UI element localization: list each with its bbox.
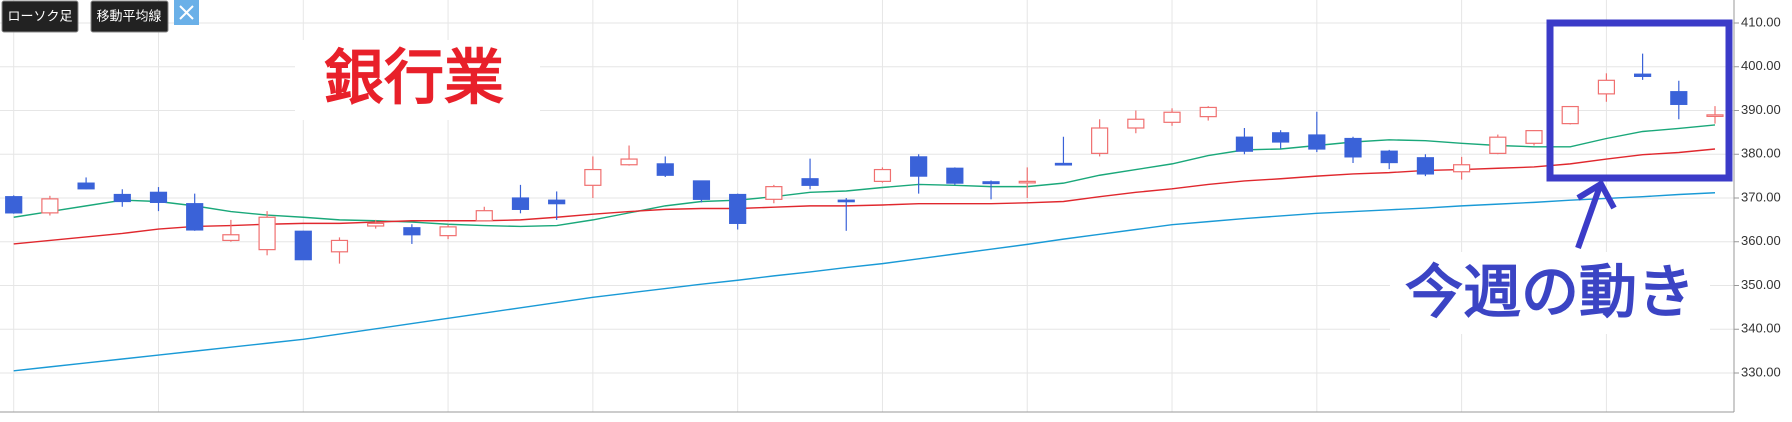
candle-body [294, 230, 312, 261]
y-tick-label: 340.00 [1741, 321, 1781, 336]
annotation: 銀行業 [324, 44, 504, 114]
y-tick-label: 350.00 [1741, 277, 1781, 292]
candle-body [1091, 127, 1109, 154]
y-tick-label: 390.00 [1741, 102, 1781, 117]
candle-body [1489, 136, 1507, 154]
candle-body [982, 181, 1000, 185]
candle-body [5, 196, 23, 214]
candle-body [1127, 118, 1145, 129]
candle-body [620, 158, 638, 166]
candle-body [367, 222, 385, 227]
annotations: 銀行業 今週の動き [295, 19, 1733, 334]
candle-body [1416, 157, 1435, 175]
candle-body [1561, 105, 1579, 125]
y-tick-label: 400.00 [1741, 58, 1781, 73]
candle-body [1344, 137, 1362, 158]
candle-body [910, 156, 928, 177]
button-bg [1, 0, 79, 33]
candle-body [511, 197, 530, 210]
candle-body [77, 182, 95, 190]
candle-body [186, 203, 204, 231]
candle-body [584, 168, 602, 186]
candle-body [729, 193, 747, 224]
plot [5, 53, 1724, 372]
candle-body [330, 239, 349, 253]
y-tick-label: 330.00 [1741, 364, 1781, 379]
arrow-head [1576, 179, 1617, 210]
candle-body [692, 180, 711, 200]
button-bg [90, 0, 169, 33]
arrow-shaft [1575, 184, 1603, 250]
grid: 410.00 400.00 390.00 380.00 370.00 360.00 350.… [0, 0, 1781, 412]
candle-body [656, 163, 674, 176]
candle-body [1670, 91, 1688, 105]
candle-body [41, 198, 59, 214]
candle-body [149, 191, 168, 203]
candle-body [258, 216, 276, 251]
annotation-bg [295, 40, 540, 120]
candle-body [765, 186, 783, 200]
moving-average-line [13, 124, 1716, 228]
candle-body [1525, 130, 1543, 144]
candle-body [801, 178, 819, 186]
annotation: 今週の動き [1405, 258, 1695, 326]
candle-body [439, 226, 457, 237]
y-tick-label: 370.00 [1741, 189, 1781, 204]
candle-body [1272, 132, 1290, 143]
candle-body [1163, 111, 1181, 123]
close-icon [179, 5, 194, 20]
toolbar: ローソク足 移動平均線 [1, 0, 199, 33]
candle-body [1308, 134, 1326, 150]
candle-body [113, 193, 131, 203]
candle-body [1018, 180, 1036, 184]
moving-average-line [13, 192, 1716, 372]
candle-body [1453, 164, 1471, 173]
candle-body [1706, 114, 1724, 117]
candle-body [837, 199, 855, 203]
candle-body [1235, 136, 1254, 152]
y-tick-label: 380.00 [1741, 146, 1781, 161]
candle-body [403, 227, 421, 236]
annotation-bg [1390, 252, 1710, 334]
candle-body [475, 210, 493, 222]
y-tick-label: 410.00 [1741, 14, 1781, 29]
candle-body [1597, 79, 1616, 95]
button[interactable]: ローソク足 [7, 10, 72, 25]
candle-body [873, 168, 892, 182]
candle-body [1054, 162, 1073, 166]
button[interactable]: 移動平均線 [96, 9, 161, 25]
y-tick-label: 360.00 [1741, 233, 1781, 248]
candle-body [1199, 106, 1217, 118]
highlight-box [1546, 19, 1733, 182]
candle-body [222, 234, 240, 242]
candle-body [946, 167, 964, 184]
candle-body [548, 199, 566, 205]
candle-body [1380, 150, 1398, 164]
candle-body [1634, 73, 1652, 77]
